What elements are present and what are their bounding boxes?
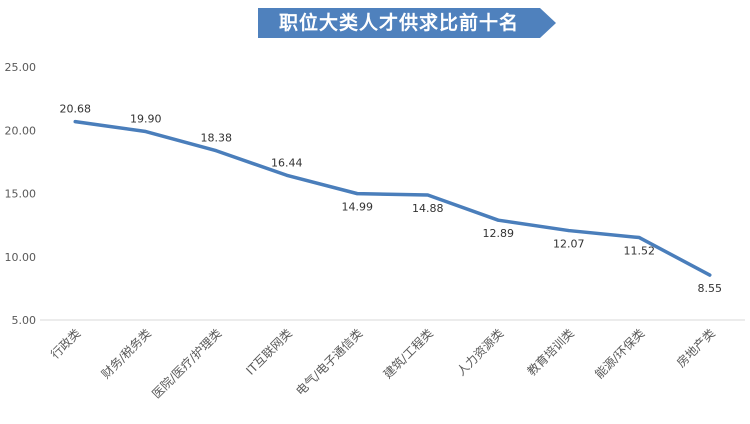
data-point (73, 120, 77, 124)
data-label: 12.07 (553, 238, 585, 251)
x-tick-label: 行政类 (48, 326, 83, 361)
data-point (708, 273, 712, 277)
x-tick-label: 人力资源类 (454, 326, 506, 378)
chart-title: 职位大类人才供求比前十名 (278, 12, 519, 34)
x-tick-label: 房地产类 (673, 326, 718, 371)
x-tick-label: 教育培训类 (524, 326, 577, 379)
data-label: 14.88 (412, 202, 444, 215)
data-point (144, 130, 148, 134)
title-banner-shape (258, 8, 556, 38)
y-tick-label: 20.00 (5, 124, 37, 137)
data-label: 19.90 (130, 113, 162, 126)
data-label: 20.68 (60, 103, 92, 116)
x-tick-label: IT互联网类 (243, 326, 295, 378)
data-point (426, 193, 430, 197)
y-tick-label: 10.00 (5, 251, 37, 264)
x-tick-label: 财务/税务类 (98, 326, 154, 382)
x-tick-label: 能源/环保类 (592, 326, 647, 381)
data-point (214, 149, 218, 153)
data-point (355, 192, 359, 196)
x-tick-label: 建筑/工程类 (380, 326, 436, 382)
x-tick-label: 医院/医疗/护理类 (149, 326, 224, 401)
data-point (496, 218, 500, 222)
y-tick-label: 25.00 (5, 61, 37, 74)
data-label: 16.44 (271, 156, 303, 169)
chart-title-banner: 职位大类人才供求比前十名 (258, 8, 558, 38)
y-tick-label: 5.00 (12, 314, 37, 327)
y-tick-label: 15.00 (5, 188, 37, 201)
x-tick-label: 电气/电子通信类 (293, 326, 366, 399)
data-point (285, 173, 289, 177)
data-label: 12.89 (483, 227, 515, 240)
data-point (637, 236, 641, 240)
data-label: 14.99 (342, 201, 374, 214)
data-point (567, 229, 571, 233)
data-label: 11.52 (624, 245, 656, 258)
data-label: 18.38 (201, 132, 233, 145)
series-line (73, 119, 712, 277)
data-label: 8.55 (698, 282, 723, 295)
